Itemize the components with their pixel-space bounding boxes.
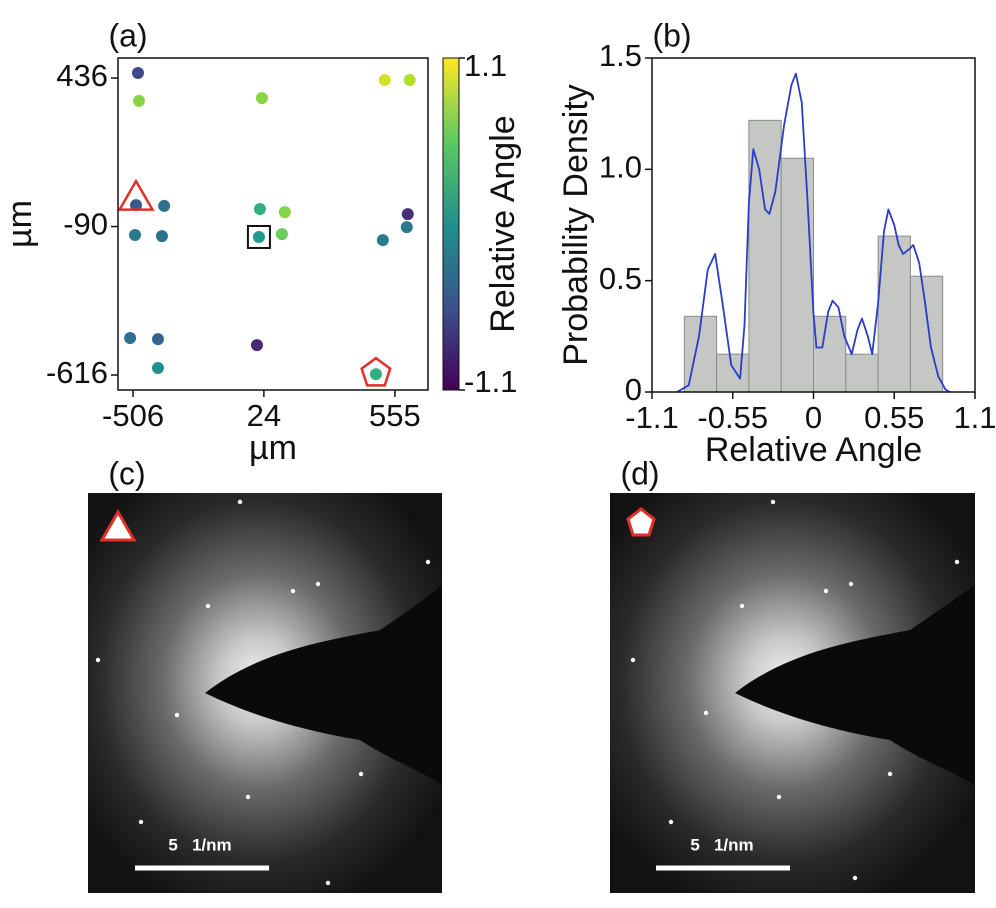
scatter-point <box>275 228 288 241</box>
scatter-point <box>151 361 164 374</box>
histogram-bar <box>813 315 847 393</box>
scatter-point <box>129 229 142 242</box>
histogram-bar <box>748 119 782 393</box>
scatter-point <box>378 74 391 87</box>
x-tick-label: -0.55 <box>697 400 768 435</box>
scatter-point <box>250 339 263 352</box>
y-tick-label: 0 <box>625 372 642 407</box>
scatter-point <box>255 92 268 105</box>
histogram-bar <box>780 157 815 393</box>
colorbar-label: Relative Angle <box>484 115 522 332</box>
highlight-square <box>246 224 271 249</box>
highlight-pentagon <box>360 356 392 387</box>
y-tick-label: 1.0 <box>599 150 642 185</box>
scatter-point <box>252 230 265 243</box>
scatter-point <box>369 368 382 381</box>
y-axis-label: Probability Density <box>557 84 595 366</box>
x-tick-label: -506 <box>102 398 164 433</box>
x-tick-label: 24 <box>247 398 281 433</box>
scatter-point <box>158 199 171 212</box>
x-tick-label: 555 <box>369 398 421 433</box>
highlight-triangle <box>117 178 155 211</box>
plot-frame <box>651 57 976 393</box>
y-tick-label: -616 <box>46 355 108 390</box>
scale-bar-label: 5 1/nm <box>168 835 231 854</box>
y-tick-label: 1.5 <box>599 38 642 73</box>
scatter-point <box>151 333 164 346</box>
x-axis-label: Relative Angle <box>705 431 922 469</box>
scatter-point <box>131 66 144 79</box>
y-tick-label: -90 <box>63 207 108 242</box>
y-tick-label: 0.5 <box>599 261 642 296</box>
panel-label: (d) <box>620 455 659 491</box>
y-axis-label: µm <box>1 200 39 248</box>
scatter-point <box>403 74 416 87</box>
kde-line <box>676 72 951 393</box>
x-tick-label: 1.1 <box>953 400 996 435</box>
colorbar <box>442 57 460 391</box>
scatter-point <box>400 221 413 234</box>
diffraction-image-c <box>88 493 442 893</box>
scale-bar-label: 5 1/nm <box>690 835 753 854</box>
histogram-bar <box>877 235 911 393</box>
scatter-point <box>124 332 137 345</box>
panel-label: (b) <box>652 17 691 53</box>
x-tick-label: -1.1 <box>625 400 678 435</box>
histogram-bar <box>716 353 750 393</box>
diffraction-image-d <box>610 493 975 893</box>
scatter-point <box>155 230 168 243</box>
scatter-point <box>376 234 389 247</box>
scatter-point <box>401 208 414 221</box>
colorbar-tick-label: 1.1 <box>464 48 507 83</box>
triangle-icon <box>99 508 137 542</box>
panel-label: (a) <box>108 17 147 53</box>
y-tick-label: 436 <box>56 58 108 93</box>
scatter-point <box>253 203 266 216</box>
scatter-point <box>278 206 291 219</box>
pentagon-icon <box>626 507 656 537</box>
plot-frame <box>117 57 429 391</box>
scatter-point <box>130 199 143 212</box>
scatter-point <box>132 94 145 107</box>
histogram-bar <box>845 353 879 393</box>
panel-label: (c) <box>108 455 145 491</box>
colorbar-tick-label: -1.1 <box>464 364 517 399</box>
x-tick-label: 0 <box>805 400 822 435</box>
x-axis-label: µm <box>249 429 297 467</box>
x-tick-label: 0.55 <box>864 400 924 435</box>
diffraction-spots <box>95 499 960 886</box>
